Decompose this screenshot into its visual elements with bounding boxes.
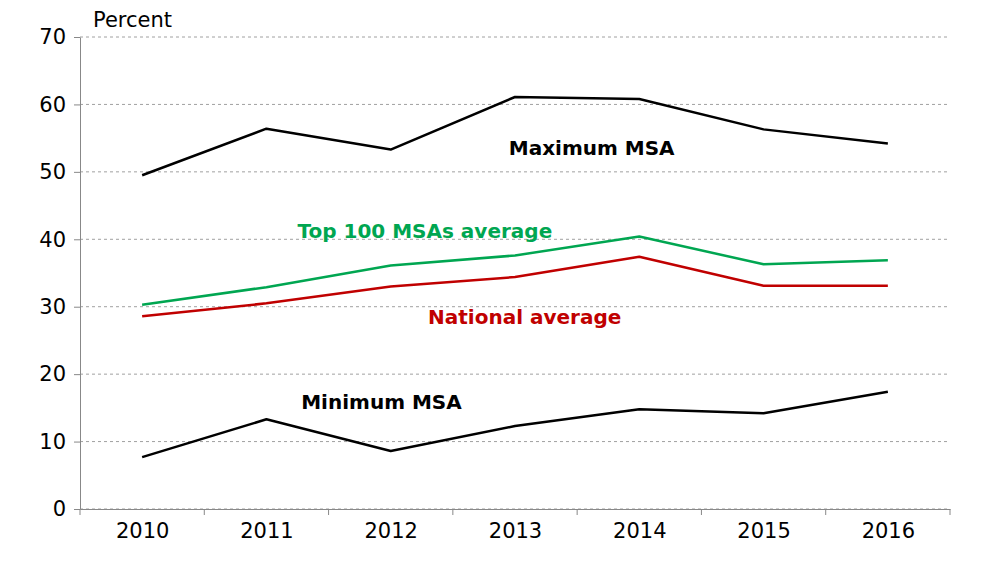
series-label: National average [428, 305, 621, 329]
x-tick: 2010 [116, 509, 169, 543]
x-axis-line [81, 509, 951, 510]
series-labels: Maximum MSA Top 100 MSAs average National … [298, 136, 676, 414]
y-tick: 30 [39, 295, 80, 319]
y-tick-mark [74, 509, 80, 510]
x-tick: 2014 [613, 509, 666, 543]
y-axis-line [80, 38, 81, 510]
y-tick-mark [74, 37, 80, 38]
y-axis-label: Percent [93, 8, 172, 32]
x-boundary-tick [577, 509, 578, 515]
grid-line [80, 374, 950, 375]
series-line [142, 237, 888, 305]
y-tick: 0 [53, 497, 80, 521]
y-tick-label: 40 [39, 228, 66, 252]
x-axis: 2010 2011 2012 2013 2014 2015 2016 [81, 509, 951, 543]
y-tick-mark [74, 239, 80, 240]
y-tick-label: 20 [39, 362, 66, 386]
y-tick-mark [74, 172, 80, 173]
y-tick-mark [74, 307, 80, 308]
x-tick: 2013 [489, 509, 542, 543]
grid [80, 37, 950, 509]
y-tick: 20 [39, 362, 80, 386]
y-tick: 50 [39, 160, 80, 184]
y-tick-label: 0 [53, 497, 66, 521]
grid-line [80, 509, 950, 510]
x-tick: 2011 [240, 509, 293, 543]
lines [142, 97, 888, 457]
grid-line [80, 171, 950, 172]
y-tick: 40 [39, 228, 80, 252]
x-boundary-tick [204, 509, 205, 515]
x-tick: 2015 [737, 509, 790, 543]
y-tick: 60 [39, 93, 80, 117]
y-tick-mark [74, 104, 80, 105]
x-tick: 2012 [364, 509, 417, 543]
x-tick-label: 2013 [489, 519, 542, 543]
grid-line [80, 37, 950, 38]
x-boundary-tick [80, 509, 81, 515]
y-tick-label: 60 [39, 93, 66, 117]
series-line [142, 392, 888, 457]
x-boundary-tick [701, 509, 702, 515]
x-boundary-ticks [80, 509, 950, 515]
chart: 0102030405060702010201120122013201420152… [0, 0, 1000, 570]
y-tick-mark [74, 442, 80, 443]
x-boundary-tick [950, 509, 951, 515]
x-tick-label: 2014 [613, 519, 666, 543]
series-label: Top 100 MSAs average [298, 219, 553, 243]
x-tick-label: 2016 [862, 519, 915, 543]
y-tick-label: 10 [39, 430, 66, 454]
x-boundary-tick [452, 509, 453, 515]
series-label: Maximum MSA [509, 136, 675, 160]
y-tick-label: 30 [39, 295, 66, 319]
y-tick: 70 [39, 25, 80, 49]
grid-line [80, 104, 950, 105]
x-tick-label: 2010 [116, 519, 169, 543]
x-tick-label: 2012 [364, 519, 417, 543]
x-boundary-tick [328, 509, 329, 515]
y-axis: 0 10 20 30 40 50 60 70 [39, 25, 80, 521]
x-tick: 2016 [862, 509, 915, 543]
y-tick-mark [74, 374, 80, 375]
series-line [142, 97, 888, 175]
x-tick-label: 2015 [737, 519, 790, 543]
x-boundary-tick [825, 509, 826, 515]
grid-line [80, 441, 950, 442]
x-tick-label: 2011 [240, 519, 293, 543]
y-tick-label: 70 [39, 25, 66, 49]
series-label: Minimum MSA [301, 390, 462, 414]
y-tick-label: 50 [39, 160, 66, 184]
y-tick: 10 [39, 430, 80, 454]
